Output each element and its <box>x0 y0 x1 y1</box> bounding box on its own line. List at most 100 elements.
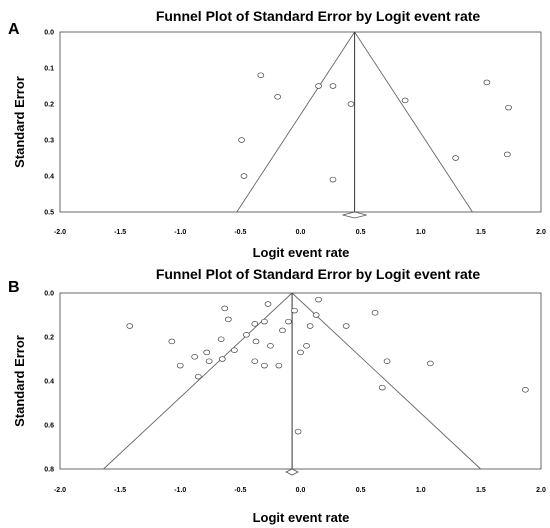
study-point <box>306 323 314 329</box>
study-point <box>218 356 226 362</box>
y-tick-label: 0.5 <box>44 210 54 217</box>
x-tick-label: -1.5 <box>114 487 126 494</box>
y-tick-label: 0.0 <box>44 30 54 37</box>
study-point <box>217 336 225 342</box>
study-point <box>303 343 310 349</box>
study-point <box>285 318 292 325</box>
funnel-right-limit <box>354 31 473 213</box>
panel-a-y-tick-labels: 0.0 0.1 0.2 0.3 0.4 0.5 <box>44 30 54 217</box>
panel-a-x-tick-labels: -2.0 -1.5 -1.0 -0.5 0.0 0.5 1.0 1.5 2.0 <box>54 229 546 236</box>
study-point <box>275 362 283 369</box>
study-point <box>274 94 282 100</box>
panel-b-title: Funnel Plot of Standard Error by Logit e… <box>156 266 481 282</box>
y-tick-label: 0.2 <box>44 335 54 342</box>
study-point <box>383 358 391 364</box>
study-point <box>243 332 250 338</box>
panel-b-y-tick-labels: 0.0 0.2 0.4 0.6 0.8 <box>44 291 54 474</box>
funnel-left-limit <box>236 31 355 213</box>
study-point <box>225 316 232 323</box>
x-tick-label: 2.0 <box>536 487 546 494</box>
study-point <box>329 83 337 89</box>
y-tick-label: 0.4 <box>44 174 54 181</box>
study-point <box>191 354 199 360</box>
x-tick-label: -2.0 <box>54 487 66 494</box>
panel-b: B Funnel Plot of Standard Error by Logit… <box>8 266 546 525</box>
y-tick-label: 0.2 <box>44 102 54 109</box>
y-tick-label: 0.4 <box>44 379 54 386</box>
study-point <box>264 301 272 307</box>
funnel-right-limit <box>291 292 481 470</box>
study-point <box>329 176 337 183</box>
study-point <box>294 428 302 435</box>
study-point <box>261 318 268 325</box>
x-tick-label: -0.5 <box>234 229 246 236</box>
study-point <box>231 347 238 353</box>
study-point <box>279 327 286 334</box>
x-tick-label: -1.0 <box>174 229 186 236</box>
study-point <box>371 310 379 316</box>
study-point <box>252 338 260 345</box>
x-tick-label: 1.5 <box>476 229 486 236</box>
study-point <box>221 305 229 312</box>
y-tick-label: 0.8 <box>44 467 54 474</box>
panel-a: A Funnel Plot of Standard Error by Logit… <box>8 8 546 260</box>
study-point <box>176 362 184 369</box>
panel-a-y-axis-label: Standard Error <box>12 76 27 168</box>
study-point <box>378 384 386 391</box>
x-tick-label: -0.5 <box>234 487 246 494</box>
x-tick-label: -1.5 <box>114 229 126 236</box>
y-tick-label: 0.6 <box>44 423 54 430</box>
study-point <box>126 323 134 329</box>
study-point <box>347 101 355 107</box>
study-point <box>205 358 213 364</box>
panel-b-funnel <box>103 292 481 476</box>
study-point <box>315 83 322 89</box>
panel-a-plot-frame <box>59 31 542 213</box>
study-point <box>257 72 265 78</box>
panel-a-x-axis-label: Logit event rate <box>253 245 350 260</box>
study-point <box>240 173 248 179</box>
y-tick-label: 0.1 <box>44 66 54 73</box>
x-tick-label: 1.0 <box>416 229 426 236</box>
study-point <box>251 321 259 327</box>
x-tick-label: 0.5 <box>356 487 366 494</box>
panel-b-letter: B <box>8 279 20 296</box>
panel-b-x-axis-label: Logit event rate <box>253 510 350 525</box>
panel-a-title: Funnel Plot of Standard Error by Logit e… <box>156 8 481 24</box>
summary-diamond <box>342 211 367 219</box>
panel-b-points <box>126 296 529 435</box>
x-tick-label: 1.5 <box>476 487 486 494</box>
panel-b-y-axis-label: Standard Error <box>12 335 27 427</box>
study-point <box>251 358 259 364</box>
study-point <box>194 373 202 380</box>
x-tick-label: 0.0 <box>296 229 306 236</box>
study-point <box>483 79 491 86</box>
x-tick-label: 0.5 <box>356 229 366 236</box>
x-tick-label: -2.0 <box>54 229 66 236</box>
panel-b-plot-frame <box>59 292 542 470</box>
panel-a-points <box>238 72 512 183</box>
study-point <box>291 307 298 314</box>
study-point <box>238 137 245 143</box>
study-point <box>267 343 274 349</box>
study-point <box>452 155 459 161</box>
panel-a-letter: A <box>8 21 20 38</box>
x-tick-label: -1.0 <box>174 487 186 494</box>
y-tick-label: 0.3 <box>44 138 54 145</box>
study-point <box>505 104 512 111</box>
funnel-left-limit <box>103 292 293 470</box>
study-point <box>312 312 320 318</box>
x-tick-label: 0.0 <box>296 487 306 494</box>
study-point <box>315 296 322 303</box>
panel-a-funnel <box>236 31 473 219</box>
y-tick-label: 0.0 <box>44 291 54 298</box>
summary-diamond <box>285 468 299 476</box>
study-point <box>427 360 434 367</box>
x-tick-label: 2.0 <box>536 229 546 236</box>
study-point <box>401 97 409 104</box>
study-point <box>522 387 529 393</box>
x-tick-label: 1.0 <box>416 487 426 494</box>
study-point <box>203 349 211 356</box>
study-point <box>297 349 304 356</box>
panel-b-x-tick-labels: -2.0 -1.5 -1.0 -0.5 0.0 0.5 1.0 1.5 2.0 <box>54 487 546 494</box>
